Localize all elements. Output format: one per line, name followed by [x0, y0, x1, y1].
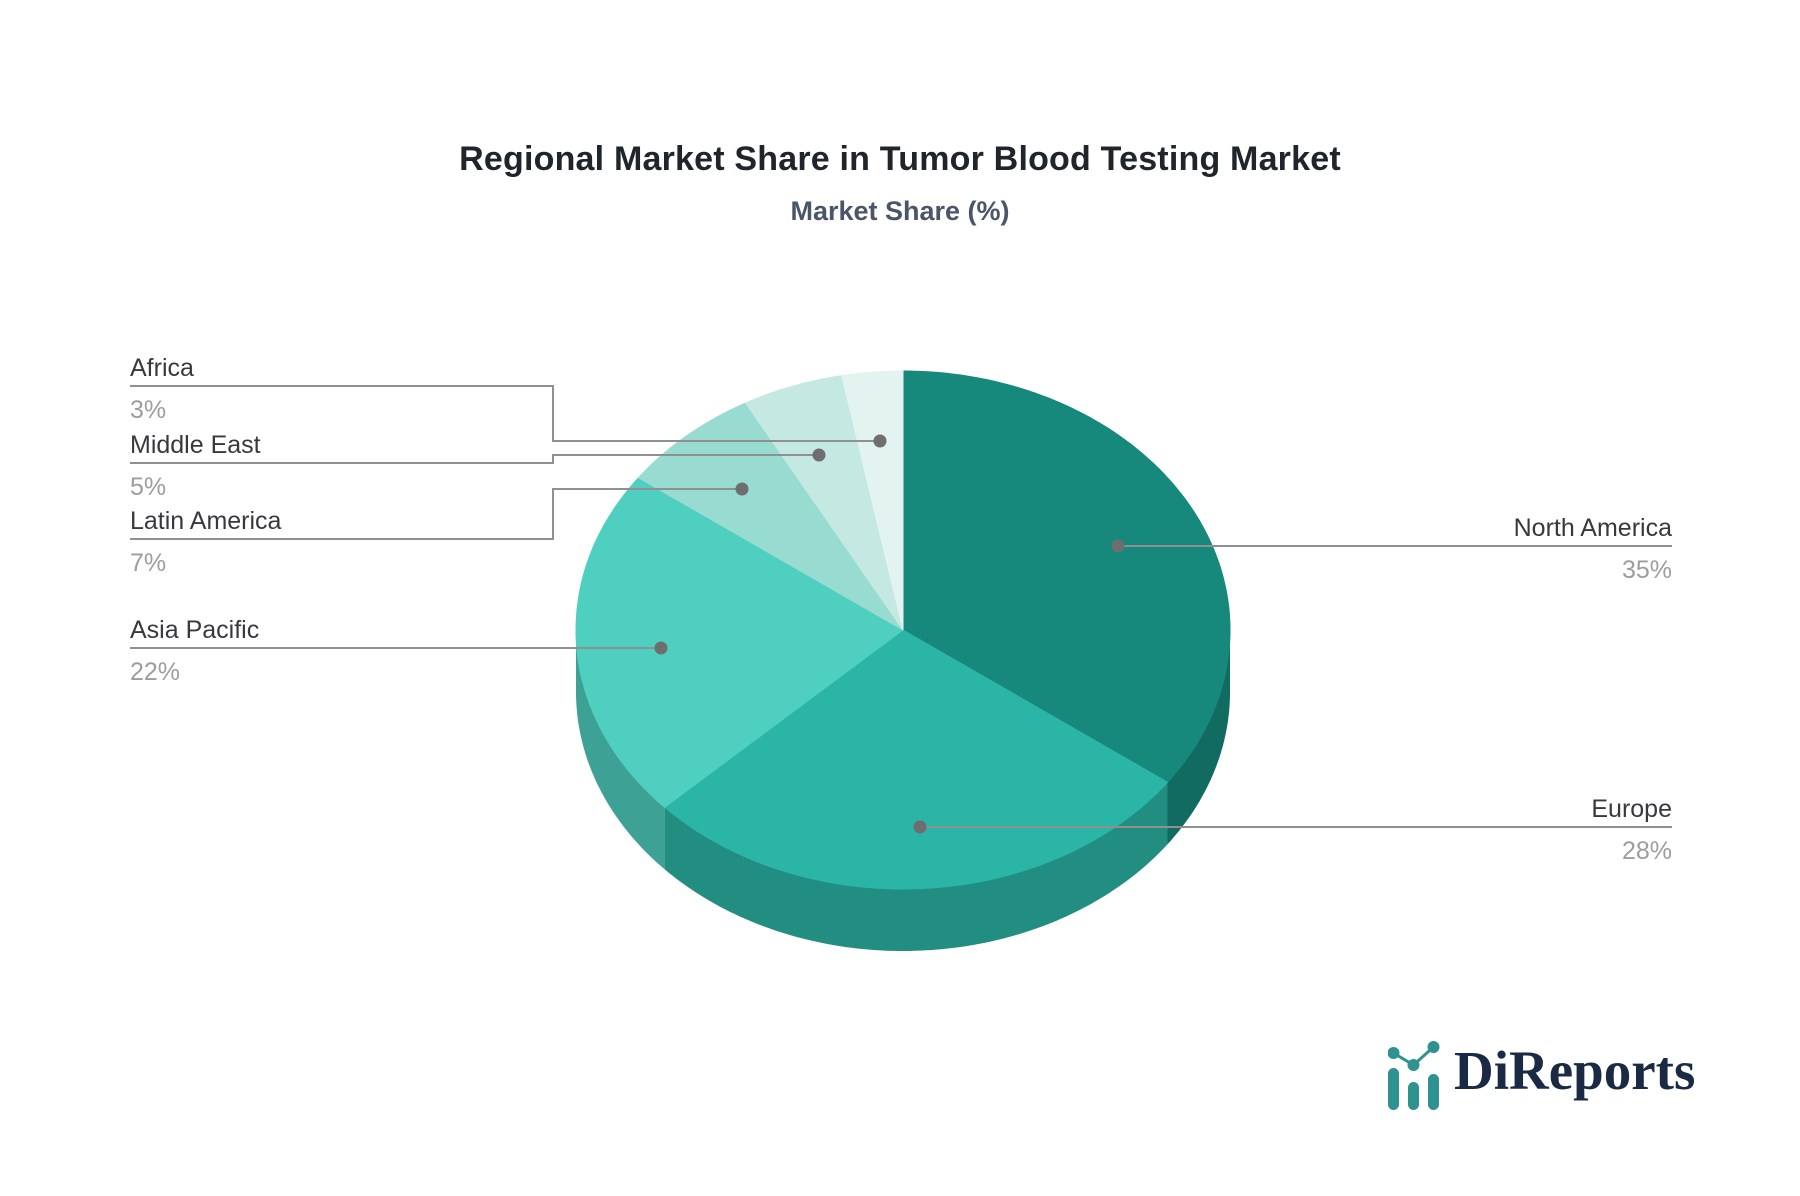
- callout-dot-africa: [873, 434, 887, 448]
- slice-europe[interactable]: [663, 629, 1169, 890]
- callout-label-middle-east: Middle East: [130, 431, 261, 459]
- callout-label-north-america: North America: [1514, 514, 1672, 542]
- callout-value-north-america: 35%: [1622, 556, 1672, 584]
- callout-dot-europe: [913, 820, 927, 834]
- slice-side-asia-pacific: [576, 630, 665, 870]
- callout-value-middle-east: 5%: [130, 473, 166, 501]
- logo-text: DiReports: [1454, 1040, 1696, 1101]
- callout-dot-latin-america: [735, 482, 749, 496]
- callout-label-europe: Europe: [1591, 795, 1672, 823]
- callout-dot-north-america: [1111, 539, 1125, 553]
- callout-label-latin-america: Latin America: [130, 507, 282, 535]
- callout-dot-middle-east: [812, 448, 826, 462]
- slice-latin-america[interactable]: [637, 402, 904, 631]
- slice-side-europe: [664, 782, 1168, 951]
- pie-slices: [575, 370, 1231, 890]
- slice-asia-pacific[interactable]: [575, 477, 904, 808]
- bar-line-chart-icon: [1388, 1041, 1440, 1110]
- callout-dot-asia-pacific: [654, 641, 668, 655]
- callout-lines: [130, 385, 1672, 834]
- callout-label-asia-pacific: Asia Pacific: [130, 616, 259, 644]
- slice-africa[interactable]: [841, 370, 904, 631]
- chart-subtitle: Market Share (%): [790, 196, 1010, 226]
- callout-value-latin-america: 7%: [130, 549, 166, 577]
- callout-label-africa: Africa: [130, 354, 194, 382]
- callout-line-middle-east: [130, 454, 819, 464]
- direports-logo: DiReports: [1388, 1034, 1695, 1118]
- callout-line-latin-america: [130, 488, 742, 540]
- pie-3d-sides: [576, 630, 1230, 951]
- callout-texts: North America 35% Europe 28% Asia Pacific 22%…: [130, 354, 1672, 865]
- callout-value-asia-pacific: 22%: [130, 658, 180, 686]
- callout-line-africa: [130, 385, 880, 442]
- chart-title: Regional Market Share in Tumor Blood Tes…: [459, 140, 1341, 178]
- callout-value-europe: 28%: [1622, 837, 1672, 865]
- slice-north-america[interactable]: [902, 370, 1231, 783]
- slice-side-north-america: [1167, 630, 1230, 845]
- slice-middle-east[interactable]: [744, 375, 904, 631]
- callout-value-africa: 3%: [130, 396, 166, 424]
